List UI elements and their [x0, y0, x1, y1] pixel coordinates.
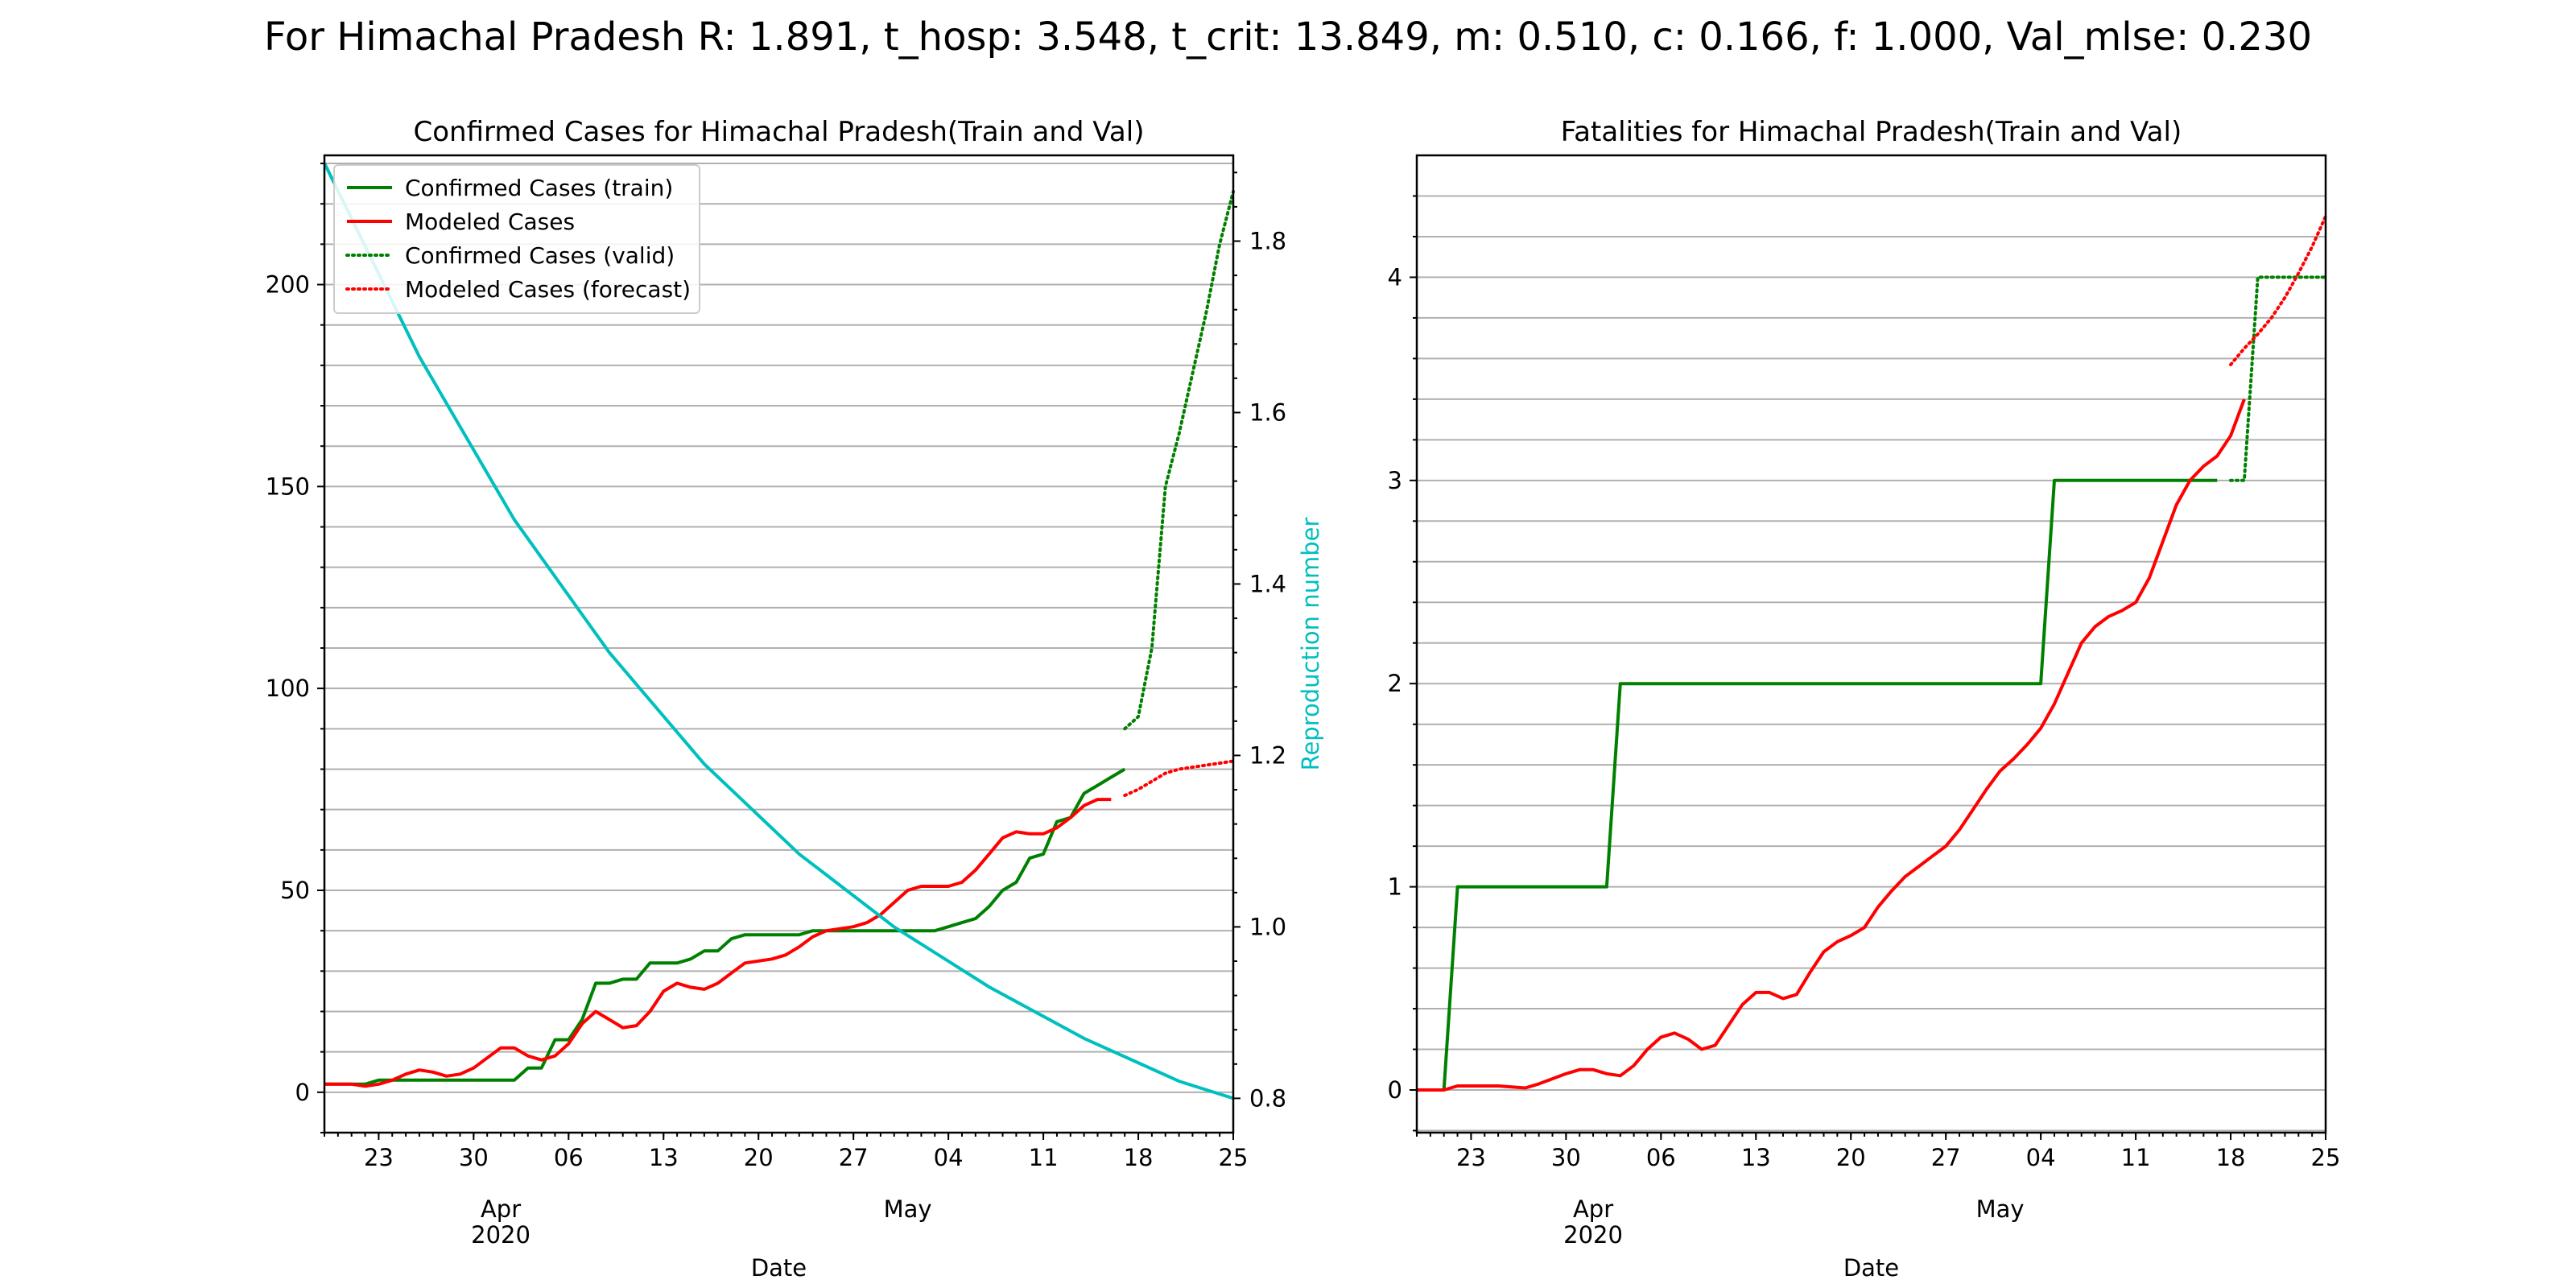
x-year-label: 2020	[471, 1221, 530, 1249]
x-tick-label: 18	[2216, 1144, 2246, 1171]
y-tick-label: 2	[1388, 670, 1402, 697]
x-axis-label: Date	[1843, 1254, 1899, 1282]
x-tick-label: 11	[1029, 1144, 1059, 1171]
y-tick-label: 4	[1388, 263, 1402, 291]
x-month-label: May	[884, 1195, 932, 1223]
x-tick-label: 18	[1124, 1144, 1154, 1171]
c008000-solid-line	[1417, 478, 2218, 1092]
x-tick-label: 04	[2026, 1144, 2056, 1171]
confirmed-cases-chart: 0 50 100 150 200 23 30 06 13 20 27 04 11 18 25 Apr May 20…	[266, 116, 1324, 1282]
x-tick-label: 30	[459, 1144, 489, 1171]
y-tick-label: 3	[1388, 467, 1402, 494]
legend-label: Modeled Cases (forecast)	[405, 276, 691, 303]
x-tick-label: 04	[934, 1144, 964, 1171]
x-tick-label: 06	[1646, 1144, 1676, 1171]
x-tick-label: 30	[1551, 1144, 1581, 1171]
x-tick-label: 23	[364, 1144, 394, 1171]
x-tick-label: 27	[1931, 1144, 1961, 1171]
x-tick-label: 23	[1456, 1144, 1486, 1171]
y-tick-label: 200	[266, 271, 310, 299]
plot-frame	[323, 154, 1235, 1134]
modeled-cases-line	[324, 798, 1112, 1088]
legend-box	[333, 164, 700, 314]
y2-tick-label: 1.0	[1249, 913, 1286, 940]
reproduction-number-line	[323, 162, 1234, 1100]
x-tick-label: 20	[744, 1144, 774, 1171]
y-tick-label: 100	[266, 675, 310, 702]
confirmed-cases-train-line	[324, 767, 1126, 1086]
x-tick-label: 27	[839, 1144, 869, 1171]
legend-label: Confirmed Cases (valid)	[405, 242, 675, 269]
x-axis-label: Date	[751, 1254, 807, 1282]
y-tick-label: 1	[1388, 873, 1402, 901]
x-month-label: May	[1976, 1195, 2025, 1223]
c008000-dotted-line	[2229, 275, 2327, 482]
y-tick-label: 50	[280, 877, 310, 904]
figure-suptitle: For Himachal Pradesh R: 1.891, t_hosp: 3…	[263, 14, 2313, 60]
x-tick-label: 25	[1219, 1144, 1249, 1171]
x-tick-label: 13	[1741, 1144, 1771, 1171]
x-year-label: 2020	[1563, 1221, 1623, 1249]
cff0000-solid-line	[1417, 398, 2246, 1092]
x-tick-label: 11	[2121, 1144, 2151, 1171]
confirmed-cases-valid-line	[1123, 190, 1235, 731]
y-tick-label: 150	[266, 473, 310, 500]
y-tick-label: 0	[1388, 1076, 1402, 1104]
legend-label: Confirmed Cases (train)	[405, 175, 673, 201]
x-tick-label: 06	[554, 1144, 584, 1171]
x-tick-label: 13	[649, 1144, 679, 1171]
y2-tick-label: 1.6	[1249, 398, 1286, 426]
y2-axis-label: Reproduction number	[1297, 518, 1324, 771]
x-tick-label: 20	[1836, 1144, 1866, 1171]
y-tick-label: 0	[295, 1079, 310, 1106]
modeled-cases-forecast-line	[1123, 759, 1235, 798]
chart-title: Confirmed Cases for Himachal Pradesh(Tra…	[414, 116, 1145, 148]
y2-tick-label: 0.8	[1249, 1084, 1286, 1112]
legend-label: Modeled Cases	[405, 208, 575, 235]
x-tick-label: 25	[2311, 1144, 2341, 1171]
y2-tick-label: 1.4	[1249, 570, 1286, 597]
x-month-label: Apr	[481, 1195, 521, 1223]
cff0000-dotted-line	[2229, 214, 2327, 366]
chart-title: Fatalities for Himachal Pradesh(Train an…	[1561, 116, 2182, 148]
y2-tick-label: 1.2	[1249, 741, 1286, 769]
y2-tick-label: 1.8	[1249, 227, 1286, 254]
x-month-label: Apr	[1573, 1195, 1613, 1223]
plot-frame	[1415, 154, 2327, 1134]
